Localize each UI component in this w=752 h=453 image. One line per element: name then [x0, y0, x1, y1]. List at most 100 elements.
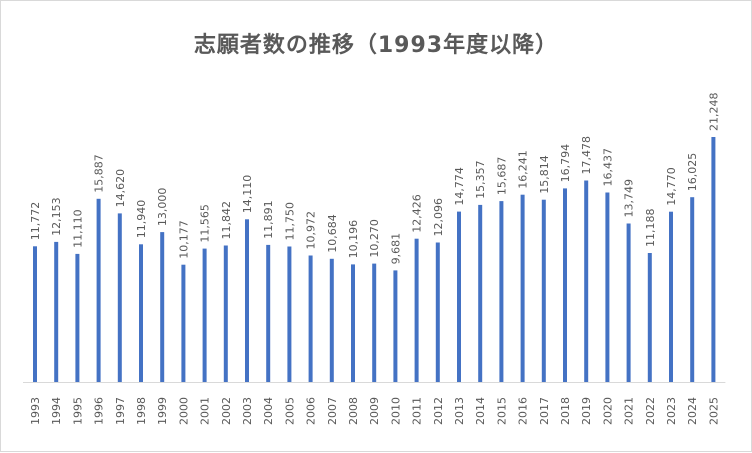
x-tick-label: 2025 [707, 397, 720, 425]
bar [351, 264, 355, 382]
data-label: 12,426 [411, 194, 424, 233]
bar [584, 180, 589, 382]
x-tick-label: 2005 [283, 397, 296, 425]
bar [520, 194, 525, 382]
bar [117, 213, 122, 382]
x-tick-label: 2016 [517, 397, 530, 425]
data-label: 11,565 [199, 204, 212, 243]
x-tick-label: 2011 [411, 397, 424, 425]
x-tick-label: 1996 [93, 397, 106, 425]
data-label: 11,940 [135, 200, 148, 239]
data-label: 9,681 [389, 233, 402, 265]
bar [711, 137, 716, 382]
bar [266, 244, 271, 382]
x-tick-label: 2008 [347, 397, 360, 425]
data-label: 16,794 [559, 144, 572, 183]
bar [478, 204, 483, 382]
x-tick-label: 2013 [453, 397, 466, 425]
data-label: 11,750 [283, 202, 296, 241]
data-label: 13,749 [623, 179, 636, 218]
data-label: 11,842 [220, 201, 233, 240]
bar [75, 253, 80, 382]
data-label: 15,814 [538, 155, 551, 194]
bar [499, 201, 504, 382]
data-label: 14,110 [241, 175, 254, 214]
bar [329, 258, 334, 382]
bar [308, 255, 313, 382]
x-tick-label: 2000 [177, 397, 190, 425]
x-tick-label: 2001 [199, 397, 212, 425]
data-label: 12,096 [432, 198, 445, 237]
bar [139, 244, 143, 382]
bar [414, 238, 419, 382]
data-label: 11,891 [262, 200, 275, 239]
x-tick-label: 2014 [474, 397, 487, 425]
data-label: 10,972 [305, 211, 318, 250]
data-label: 15,887 [93, 154, 106, 193]
bar [435, 242, 440, 382]
x-tick-label: 1995 [71, 397, 84, 425]
data-label: 14,774 [453, 167, 466, 206]
bar [372, 263, 377, 382]
bar [245, 219, 249, 382]
bar [626, 223, 631, 382]
chart-title: 志願者数の推移（1993年度以降） [193, 33, 559, 58]
bar [690, 197, 695, 382]
x-tick-label: 2021 [623, 397, 636, 425]
bar [393, 270, 398, 382]
x-tick-label: 2023 [665, 397, 678, 425]
data-label: 11,110 [71, 209, 84, 248]
x-tick-label: 1994 [50, 397, 63, 425]
x-tick-label: 2010 [389, 397, 402, 425]
bar [541, 199, 546, 382]
bar [605, 192, 610, 382]
bar [160, 232, 165, 382]
x-tick-label: 2017 [538, 397, 551, 425]
data-label: 16,241 [517, 150, 530, 189]
x-tick-label: 2009 [368, 397, 381, 425]
data-label: 10,684 [326, 214, 339, 253]
x-tick-label: 2002 [220, 397, 233, 425]
x-tick-label: 1993 [29, 397, 42, 425]
bar [669, 211, 673, 382]
data-label: 15,687 [495, 157, 508, 196]
bar [96, 198, 101, 382]
data-label: 10,196 [347, 220, 360, 259]
bar [181, 264, 186, 382]
x-tick-label: 2004 [262, 397, 275, 425]
x-tick-label: 2015 [495, 397, 508, 425]
bar [54, 241, 59, 382]
bar [202, 248, 207, 382]
data-label: 10,177 [177, 220, 190, 259]
data-label: 11,188 [644, 209, 657, 248]
data-label: 12,153 [50, 197, 63, 236]
x-tick-label: 2003 [241, 397, 254, 425]
x-tick-label: 1998 [135, 397, 148, 425]
bar [287, 246, 292, 382]
x-tick-label: 2022 [644, 397, 657, 425]
bar [33, 246, 37, 382]
data-label: 17,478 [580, 136, 593, 175]
x-tick-label: 2024 [686, 397, 699, 425]
data-label: 15,357 [474, 160, 487, 199]
data-label: 11,772 [29, 202, 42, 241]
data-label: 16,025 [686, 153, 699, 192]
x-tick-label: 1997 [114, 397, 127, 425]
data-label: 21,248 [707, 93, 720, 132]
x-tick-label: 2020 [601, 397, 614, 425]
bar [223, 245, 228, 382]
data-label: 13,000 [156, 188, 169, 227]
bar [563, 188, 567, 382]
x-tick-label: 2007 [326, 397, 339, 425]
x-tick-label: 1999 [156, 397, 169, 425]
data-label: 14,770 [665, 167, 678, 206]
data-label: 14,620 [114, 169, 127, 208]
bar [647, 253, 652, 382]
x-tick-label: 2012 [432, 397, 445, 425]
data-label: 10,270 [368, 219, 381, 258]
x-tick-label: 2006 [305, 397, 318, 425]
x-tick-label: 2019 [580, 397, 593, 425]
x-tick-label: 2018 [559, 397, 572, 425]
